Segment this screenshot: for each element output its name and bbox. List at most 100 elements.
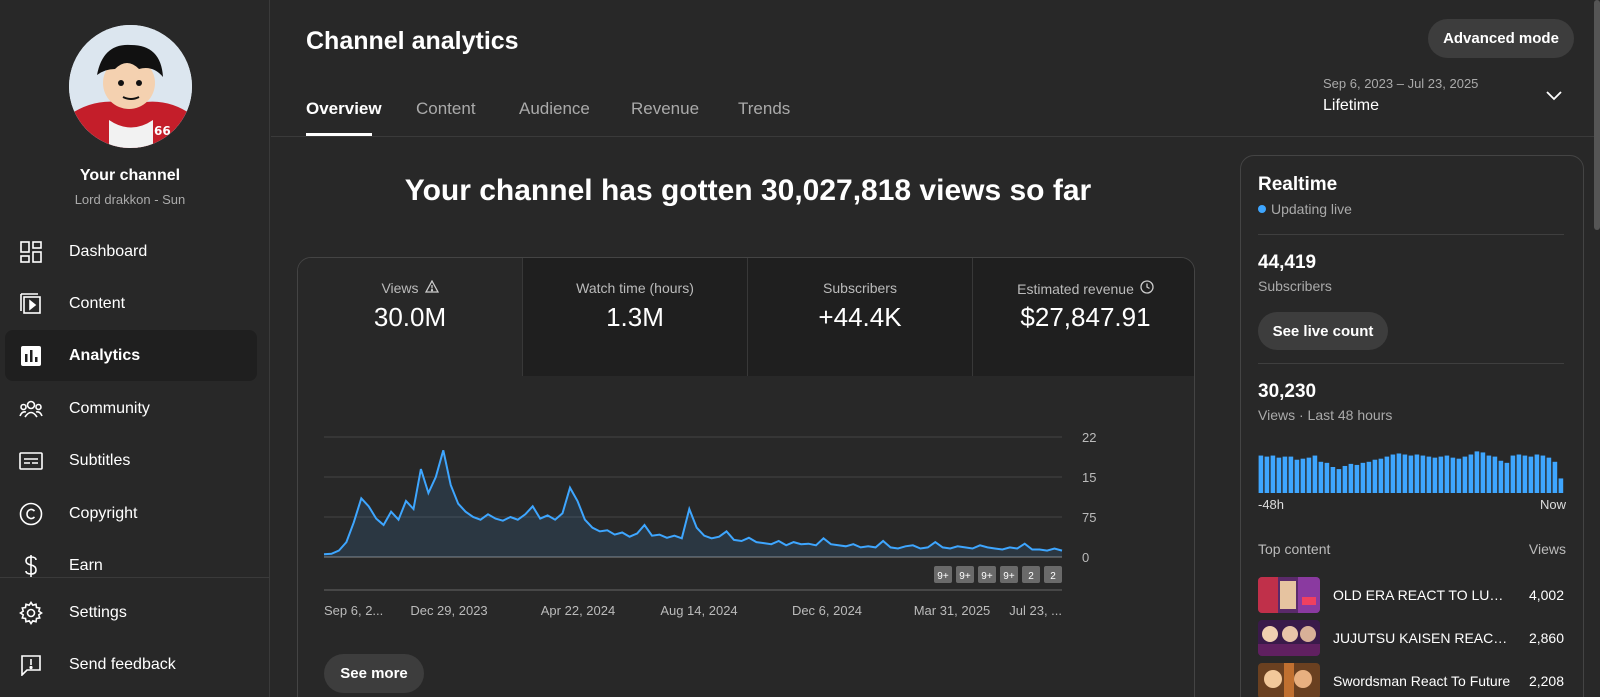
- realtime-bar[interactable]: [1396, 453, 1402, 493]
- tab-content[interactable]: Content: [416, 99, 476, 118]
- realtime-bar[interactable]: [1492, 456, 1498, 493]
- realtime-bar[interactable]: [1342, 465, 1348, 493]
- tab-audience[interactable]: Audience: [519, 99, 590, 118]
- realtime-bar[interactable]: [1378, 458, 1384, 493]
- metric-watch-time[interactable]: Watch time (hours) 1.3M: [523, 258, 748, 376]
- metric-estimated-revenue[interactable]: Estimated revenue $27,847.91: [973, 258, 1194, 376]
- realtime-bar[interactable]: [1402, 454, 1408, 493]
- realtime-bar[interactable]: [1270, 455, 1276, 493]
- realtime-bar[interactable]: [1372, 459, 1378, 493]
- realtime-bar[interactable]: [1474, 451, 1480, 493]
- realtime-bar[interactable]: [1534, 454, 1540, 493]
- realtime-bar[interactable]: [1522, 455, 1528, 493]
- realtime-bar[interactable]: [1408, 455, 1414, 493]
- realtime-bar[interactable]: [1426, 456, 1432, 493]
- publish-marker[interactable]: 9+: [1000, 566, 1018, 583]
- publish-marker[interactable]: 2: [1022, 566, 1040, 583]
- advanced-mode-button[interactable]: Advanced mode: [1428, 19, 1574, 58]
- see-live-count-button[interactable]: See live count: [1258, 312, 1388, 350]
- see-more-button[interactable]: See more: [324, 654, 424, 693]
- sidebar-item-dashboard[interactable]: Dashboard: [5, 226, 257, 277]
- realtime-bar[interactable]: [1462, 456, 1468, 493]
- realtime-bar[interactable]: [1456, 458, 1462, 493]
- realtime-bar[interactable]: [1366, 461, 1372, 493]
- realtime-bar[interactable]: [1306, 457, 1312, 493]
- realtime-bar[interactable]: [1360, 462, 1366, 493]
- realtime-bar[interactable]: [1354, 464, 1360, 493]
- top-content-row[interactable]: OLD ERA REACT TO LUFFY 4,002: [1258, 577, 1564, 613]
- realtime-bar[interactable]: [1312, 455, 1318, 493]
- top-content-row[interactable]: JUJUTSU KAISEN REACT TO 2,860: [1258, 620, 1564, 656]
- video-thumbnail[interactable]: [1258, 577, 1320, 613]
- avatar[interactable]: 66: [69, 25, 192, 148]
- tab-trends[interactable]: Trends: [738, 99, 791, 118]
- subtitles-icon: [18, 448, 44, 474]
- tab-overview[interactable]: Overview: [306, 99, 382, 118]
- metric-subscribers[interactable]: Subscribers +44.4K: [748, 258, 973, 376]
- publish-marker[interactable]: 9+: [978, 566, 996, 583]
- realtime-bar[interactable]: [1324, 462, 1330, 493]
- views-series-line[interactable]: [323, 450, 1063, 556]
- realtime-bar[interactable]: [1510, 455, 1516, 493]
- realtime-bar[interactable]: [1450, 457, 1456, 493]
- sidebar-item-earn[interactable]: Earn: [5, 540, 257, 591]
- realtime-bar[interactable]: [1282, 456, 1288, 493]
- realtime-bar[interactable]: [1528, 456, 1534, 493]
- realtime-bar[interactable]: [1390, 454, 1396, 493]
- top-content-views-label: Views: [1528, 541, 1566, 557]
- realtime-bar[interactable]: [1498, 460, 1504, 493]
- sidebar-item-subtitles[interactable]: Subtitles: [5, 435, 257, 486]
- realtime-bar[interactable]: [1414, 454, 1420, 493]
- top-content-row[interactable]: Swordsman React To Future 2,208: [1258, 663, 1564, 697]
- page-scrollbar[interactable]: [1594, 0, 1600, 230]
- realtime-bar[interactable]: [1300, 458, 1306, 493]
- realtime-bar[interactable]: [1294, 459, 1300, 493]
- publish-marker[interactable]: 9+: [934, 566, 952, 583]
- realtime-bar[interactable]: [1540, 455, 1546, 493]
- sidebar-item-analytics[interactable]: Analytics: [5, 330, 257, 381]
- metric-views[interactable]: Views 30.0M: [298, 258, 523, 376]
- realtime-bar-chart[interactable]: [1258, 441, 1564, 493]
- video-thumbnail[interactable]: [1258, 620, 1320, 656]
- realtime-bar[interactable]: [1438, 456, 1444, 493]
- sidebar-item-send-feedback[interactable]: Send feedback: [5, 639, 257, 690]
- sidebar-item-community[interactable]: Community: [5, 383, 257, 434]
- realtime-bar[interactable]: [1504, 462, 1510, 493]
- realtime-bar[interactable]: [1480, 452, 1486, 493]
- publish-marker[interactable]: 9+: [956, 566, 974, 583]
- dashboard-icon: [18, 239, 44, 265]
- realtime-bar[interactable]: [1318, 461, 1324, 493]
- realtime-bar[interactable]: [1336, 469, 1342, 493]
- realtime-bar[interactable]: [1348, 463, 1354, 493]
- realtime-bar[interactable]: [1258, 455, 1264, 493]
- realtime-bar[interactable]: [1288, 456, 1294, 493]
- realtime-bar[interactable]: [1546, 457, 1552, 493]
- sidebar-item-copyright[interactable]: Copyright: [5, 488, 257, 539]
- video-title[interactable]: OLD ERA REACT TO LUFFY: [1333, 587, 1511, 603]
- video-title[interactable]: JUJUTSU KAISEN REACT TO: [1333, 630, 1511, 646]
- views-line-chart[interactable]: 225.0K 150.0K 75.0K 0 9+ 9+ 9+ 9+ 2 2 Sep 6, 2... D…: [297, 420, 1097, 620]
- date-preset-text[interactable]: Lifetime: [1323, 97, 1380, 114]
- realtime-bar[interactable]: [1330, 467, 1336, 493]
- realtime-bar[interactable]: [1552, 461, 1558, 493]
- realtime-bar[interactable]: [1444, 455, 1450, 493]
- realtime-bar[interactable]: [1468, 454, 1474, 493]
- realtime-subscribers-label: Subscribers: [1258, 278, 1332, 294]
- realtime-bar[interactable]: [1384, 456, 1390, 493]
- realtime-bar[interactable]: [1486, 455, 1492, 493]
- header-divider: [271, 136, 1600, 137]
- realtime-bar[interactable]: [1516, 454, 1522, 493]
- realtime-bar[interactable]: [1558, 478, 1564, 493]
- tab-revenue[interactable]: Revenue: [631, 99, 700, 118]
- publish-marker[interactable]: 2: [1044, 566, 1062, 583]
- realtime-bar[interactable]: [1420, 455, 1426, 493]
- chevron-down-icon[interactable]: [1546, 88, 1562, 106]
- video-thumbnail[interactable]: [1258, 663, 1320, 697]
- date-range-text[interactable]: Sep 6, 2023 – Jul 23, 2025: [1323, 76, 1479, 91]
- sidebar-item-content[interactable]: Content: [5, 278, 257, 329]
- sidebar-item-settings[interactable]: Settings: [5, 587, 257, 638]
- realtime-bar[interactable]: [1276, 457, 1282, 493]
- realtime-bar[interactable]: [1264, 456, 1270, 493]
- realtime-bar[interactable]: [1432, 457, 1438, 493]
- video-title[interactable]: Swordsman React To Future: [1333, 673, 1511, 689]
